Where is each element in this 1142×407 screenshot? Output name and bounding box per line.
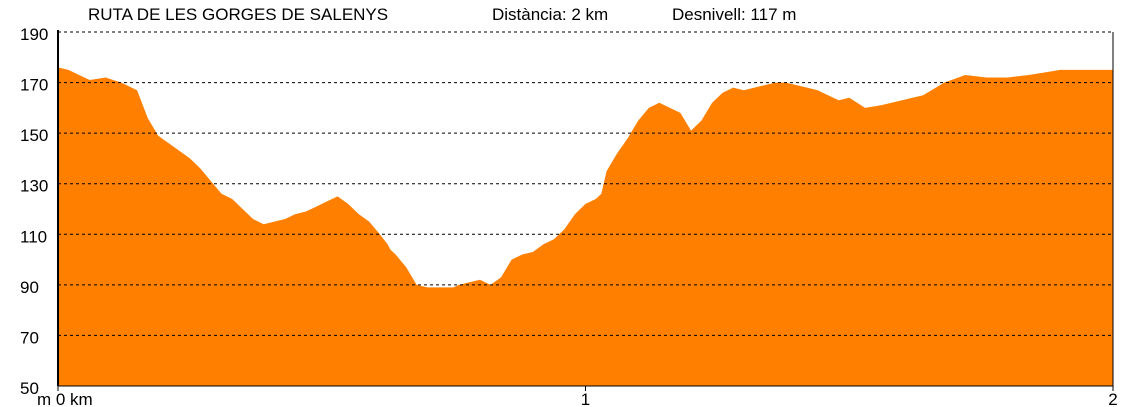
plot-area: 50 70 90 110 130 150 170 190 m 0 km 1 2: [20, 25, 1118, 407]
y-tick-label-90: 90: [20, 278, 39, 297]
y-tick-label-50: 50: [20, 379, 39, 398]
elevation-gain-label: Desnivell: 117 m: [672, 5, 796, 24]
y-tick-label-130: 130: [20, 177, 48, 196]
x-tick-label-1: 1: [581, 390, 590, 407]
y-tick-label-150: 150: [20, 126, 48, 145]
distance-label: Distància: 2 km: [492, 5, 608, 24]
elevation-area: [58, 67, 1113, 387]
y-tick-label-170: 170: [20, 76, 48, 95]
chart-title: RUTA DE LES GORGES DE SALENYS: [88, 5, 388, 24]
y-tick-label-70: 70: [20, 328, 39, 347]
x-tick-label-2: 2: [1108, 390, 1117, 407]
x-tick-label-0: m 0 km: [37, 390, 93, 407]
y-tick-label-110: 110: [20, 227, 47, 246]
y-tick-label-190: 190: [20, 25, 48, 44]
